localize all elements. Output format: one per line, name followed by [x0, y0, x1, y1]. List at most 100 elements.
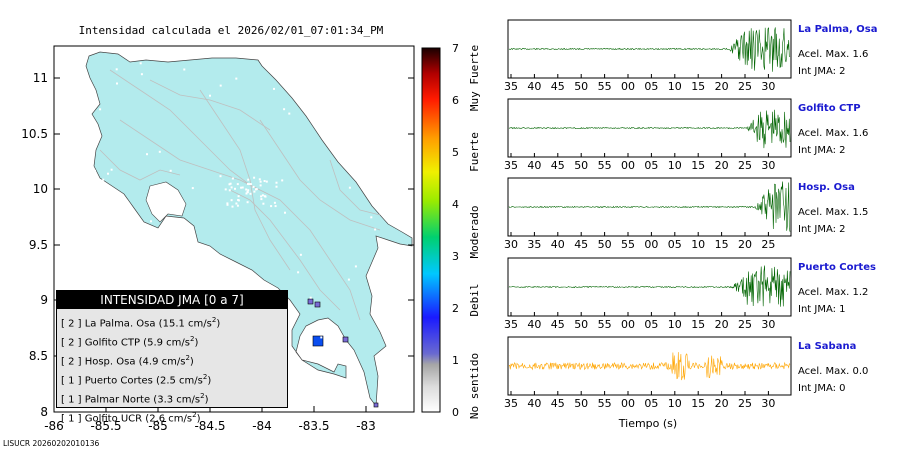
- city-dot: [226, 203, 229, 206]
- city-dot: [320, 336, 323, 339]
- colorbar-ticks: 0 1 2 3 4 5 6 7: [452, 42, 459, 419]
- city-dot: [230, 199, 233, 202]
- city-dot: [258, 178, 261, 181]
- legend-row: [ 2 ] Golfito CTP (5.9 cm/s2): [57, 332, 287, 351]
- footer-id: LISUCR 20260202010136: [3, 439, 100, 448]
- station-info: Acel. Max. 1.6 Int JMA: 2: [798, 46, 868, 80]
- station-accel: Acel. Max. 1.5: [798, 207, 869, 218]
- city-dot: [241, 186, 244, 189]
- time-tick-label: 45: [551, 80, 565, 93]
- colorbar-level-label: Fuerte: [468, 132, 481, 172]
- time-tick-label: 45: [574, 238, 588, 251]
- time-tick-label: 50: [574, 80, 588, 93]
- legend-station-name: Golfito UCR (: [84, 412, 150, 424]
- colorbar-tick-label: 1: [452, 354, 459, 367]
- legend-jma: [ 1 ]: [61, 412, 85, 424]
- time-tick-label: 55: [598, 318, 612, 331]
- city-dot: [235, 77, 238, 80]
- city-dot: [94, 288, 97, 291]
- city-dot: [270, 205, 273, 208]
- time-tick-label: 05: [644, 159, 658, 172]
- city-dot: [273, 87, 275, 90]
- time-tick-label: 45: [551, 397, 565, 410]
- city-dot: [116, 82, 118, 85]
- legend-value: 15.1 cm/s: [162, 318, 212, 330]
- city-dot: [219, 84, 222, 87]
- time-tick-label: 20: [715, 318, 729, 331]
- legend-value: 5.9 cm/s: [147, 337, 190, 349]
- station-jma: Int JMA: 2: [798, 224, 846, 235]
- city-dot: [145, 259, 148, 262]
- city-dot: [229, 182, 232, 185]
- time-tick-label: 15: [691, 397, 705, 410]
- legend-paren: ): [196, 412, 201, 424]
- station-accel: Acel. Max. 0.0: [798, 366, 869, 377]
- time-tick-label: 15: [691, 318, 705, 331]
- map-title: Intensidad calculada el 2026/02/01_07:01…: [79, 24, 384, 37]
- legend-station-name: Hosp. Osa (: [84, 356, 143, 368]
- colorbar-tick-label: 6: [452, 94, 459, 107]
- city-dot: [265, 180, 268, 183]
- city-dot: [263, 195, 266, 198]
- legend-jma: [ 1 ]: [61, 394, 85, 406]
- time-tick-label: 50: [574, 397, 588, 410]
- time-tick-label: 20: [715, 397, 729, 410]
- time-tick-label: 55: [598, 159, 612, 172]
- station-accel: Acel. Max. 1.6: [798, 128, 869, 139]
- city-dot: [275, 181, 278, 184]
- lon-tick-label: -84: [252, 419, 272, 433]
- time-tick-label: 15: [691, 159, 705, 172]
- legend-paren: ): [207, 375, 212, 387]
- legend-exponent: 2: [189, 334, 195, 343]
- city-dot: [246, 201, 249, 204]
- city-dot: [248, 183, 251, 186]
- city-dot: [110, 168, 113, 171]
- legend-value: 3.3 cm/s: [157, 394, 201, 406]
- city-dot: [236, 183, 239, 186]
- legend-paren: ): [216, 318, 221, 330]
- colorbar-labels: No sentido Debil Moderado Fuerte Muy Fuerte: [468, 45, 481, 419]
- city-dot: [231, 177, 234, 180]
- city-dot: [146, 153, 148, 156]
- lat-tick-label: 9: [40, 293, 48, 307]
- legend-row: [ 2 ] La Palma. Osa (15.1 cm/s2): [57, 313, 287, 332]
- city-dot: [226, 202, 229, 205]
- legend-station-name: Puerto Cortes (: [84, 375, 160, 387]
- latitude-ticks: 11 10.5 10 9.5 9 8.5 8: [21, 71, 414, 419]
- city-dot: [284, 211, 286, 214]
- time-tick-label: 25: [738, 318, 752, 331]
- city-dot: [370, 216, 373, 219]
- city-dot: [228, 183, 231, 186]
- city-dot: [99, 108, 102, 111]
- city-dot: [150, 220, 152, 223]
- time-tick-label: 15: [691, 80, 705, 93]
- time-tick-label: 10: [668, 397, 682, 410]
- time-tick-label: 40: [527, 80, 541, 93]
- time-tick-label: 35: [504, 80, 518, 93]
- colorbar-tick-label: 2: [452, 302, 459, 315]
- city-dot: [283, 108, 286, 111]
- time-tick-label: 05: [644, 80, 658, 93]
- seismogram-panels: 35 40 45 50 55 00 05 10 15 20 25 30 35 40 45 50 55 00 05 10…: [504, 19, 792, 410]
- city-dot: [332, 115, 335, 118]
- legend-exponent: 2: [185, 353, 190, 362]
- legend-station-name: Golfito CTP (: [84, 337, 148, 349]
- time-tick-label: 00: [644, 238, 658, 251]
- legend-exponent: 2: [202, 372, 208, 381]
- legend-value: 2.6 cm/s: [149, 412, 193, 424]
- time-tick-label: 50: [598, 238, 612, 251]
- lon-tick-label: -83.5: [298, 419, 329, 433]
- legend-jma: [ 2 ]: [61, 337, 85, 349]
- map-stations: [307, 298, 379, 408]
- station-info: Acel. Max. 1.2 Int JMA: 1: [798, 284, 868, 318]
- city-dot: [275, 185, 278, 188]
- city-dot: [219, 175, 222, 178]
- city-dot: [274, 205, 277, 208]
- station-marker-puerto-cortes: [307, 298, 314, 305]
- city-dot: [191, 187, 194, 190]
- seismogram-panel: 30 35 40 45 50 55 00 05 10 15 20 25: [504, 177, 792, 251]
- city-dot: [235, 202, 238, 205]
- time-tick-label: 10: [668, 318, 682, 331]
- city-dot: [245, 188, 248, 191]
